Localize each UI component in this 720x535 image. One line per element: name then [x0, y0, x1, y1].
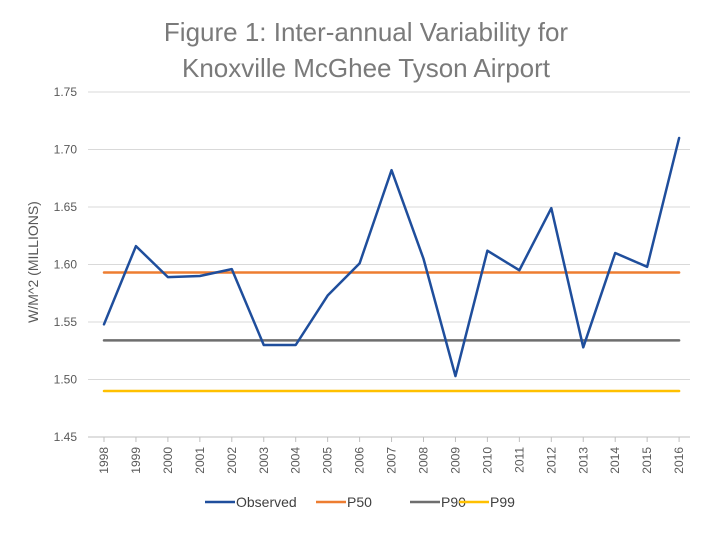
x-tick-label: 2003 — [257, 447, 271, 474]
x-tick-label: 2015 — [640, 447, 654, 474]
x-tick-labels: 1998 1999 2000 2001 2002 2003 2004 2005 2006 2007… — [97, 437, 686, 474]
legend-item-p99: P99 — [459, 494, 515, 510]
legend-label-observed: Observed — [236, 494, 297, 510]
legend-label-p99: P99 — [490, 494, 515, 510]
x-tick-label: 2013 — [576, 447, 590, 474]
y-axis-label: W/M^2 (MILLIONS) — [25, 201, 41, 323]
x-tick-label: 1998 — [97, 447, 111, 474]
y-tick-labels: 1.45 1.50 1.55 1.60 1.65 1.70 1.75 — [54, 85, 78, 444]
legend-item-p50: P50 — [316, 494, 372, 510]
x-tick-label: 2004 — [289, 447, 303, 474]
legend-label-p50: P50 — [347, 494, 372, 510]
x-tick-label: 2011 — [512, 447, 526, 473]
chart-title-line-2: Knoxville McGhee Tyson Airport — [182, 53, 551, 83]
series-line-observed — [102, 136, 681, 378]
x-tick-label: 2010 — [480, 447, 494, 474]
x-tick-label: 2006 — [353, 447, 367, 474]
x-tick-label: 2005 — [321, 447, 335, 474]
y-tick-label: 1.45 — [54, 430, 78, 444]
x-tick-label: 2008 — [417, 447, 431, 474]
y-tick-label: 1.75 — [54, 85, 78, 99]
series-lines — [102, 136, 681, 393]
gridlines — [88, 91, 690, 438]
legend-item-p90: P90 — [410, 494, 466, 510]
y-tick-label: 1.65 — [54, 200, 78, 214]
chart-title-line-1: Figure 1: Inter-annual Variability for — [164, 17, 568, 47]
y-tick-label: 1.50 — [54, 373, 78, 387]
x-tick-label: 2001 — [193, 447, 207, 474]
legend-label-p90: P90 — [441, 494, 466, 510]
x-tick-label: 2002 — [225, 447, 239, 474]
y-tick-label: 1.55 — [54, 315, 78, 329]
x-tick-label: 2000 — [161, 447, 175, 474]
legend: Observed P50 P90 P99 — [205, 494, 515, 510]
y-tick-label: 1.70 — [54, 143, 78, 157]
x-tick-label: 1999 — [129, 447, 143, 474]
x-tick-label: 2016 — [672, 447, 686, 474]
y-tick-label: 1.60 — [54, 258, 78, 272]
x-tick-label: 2014 — [608, 447, 622, 474]
legend-item-observed: Observed — [205, 494, 297, 510]
x-tick-label: 2007 — [385, 447, 399, 474]
x-tick-label: 2009 — [448, 447, 462, 474]
x-tick-label: 2012 — [544, 447, 558, 474]
